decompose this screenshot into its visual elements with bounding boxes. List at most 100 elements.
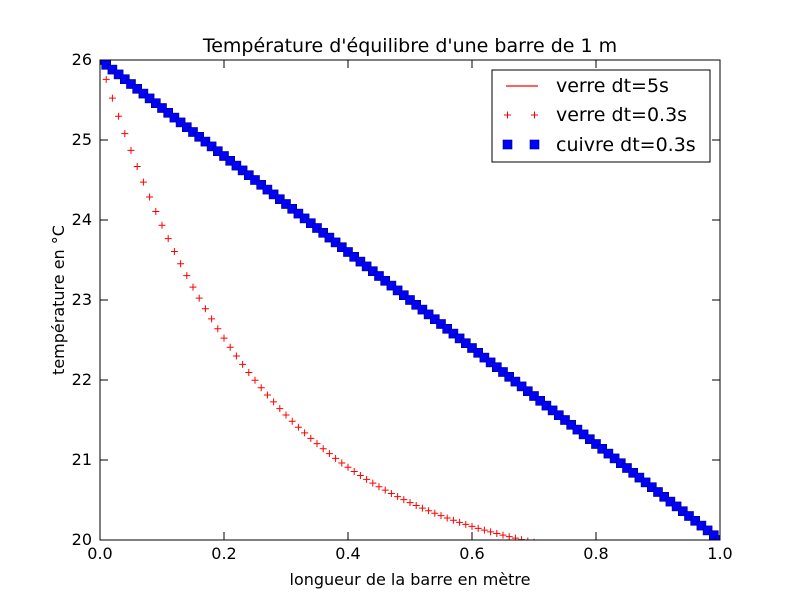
- data-point-plus: [307, 434, 315, 442]
- data-point-plus: [164, 235, 172, 243]
- data-point-square: [299, 213, 310, 224]
- data-point-square: [609, 453, 620, 464]
- data-point-plus: [313, 440, 321, 448]
- y-tick-label: 22: [72, 370, 92, 389]
- data-point-square: [336, 242, 347, 252]
- data-point-plus: [226, 343, 234, 351]
- data-point-plus: [387, 489, 395, 497]
- data-point-plus: [406, 499, 414, 507]
- data-point-plus: [394, 493, 402, 501]
- data-point-plus: [183, 272, 191, 280]
- data-point-plus: [363, 475, 371, 483]
- data-point-plus: [480, 526, 488, 534]
- data-point-square: [274, 194, 285, 204]
- legend-plus-swatch: [504, 111, 538, 119]
- y-axis: 20 21 22 23 24 25 26: [72, 50, 720, 549]
- data-point-plus: [115, 112, 123, 120]
- data-point-square: [225, 156, 235, 166]
- data-point-plus: [493, 530, 501, 538]
- data-point-square: [671, 501, 682, 512]
- data-point-plus: [505, 533, 513, 540]
- data-point-plus: [499, 531, 507, 539]
- data-point-square: [206, 141, 217, 152]
- data-point-square: [547, 405, 558, 416]
- data-point-square: [318, 228, 329, 238]
- data-point-square: [244, 170, 254, 180]
- data-point-plus: [133, 163, 141, 171]
- data-point-square: [312, 223, 322, 233]
- data-point-plus: [102, 75, 110, 83]
- data-point-plus: [381, 486, 389, 494]
- legend-label-cuivre-dt03: cuivre dt=0.3s: [556, 134, 696, 156]
- data-point-plus: [245, 368, 253, 376]
- plot-data-layer: [100, 60, 720, 540]
- data-point-plus: [158, 221, 166, 229]
- data-point-square: [485, 357, 496, 368]
- y-tick-label: 21: [72, 450, 92, 469]
- data-point-square: [504, 371, 515, 382]
- data-point-plus: [294, 423, 302, 431]
- data-point-square: [188, 127, 198, 137]
- y-tick-label: 23: [72, 290, 92, 309]
- data-point-plus: [263, 391, 271, 399]
- data-point-plus: [257, 384, 265, 392]
- data-point-square: [578, 429, 589, 440]
- data-point-square: [305, 218, 316, 228]
- data-point-plus: [201, 305, 209, 313]
- data-point-square: [516, 381, 527, 392]
- data-point-square: [659, 491, 670, 502]
- data-point-square: [696, 520, 707, 531]
- data-point-plus: [139, 178, 147, 186]
- data-point-plus: [527, 537, 529, 540]
- data-point-square: [194, 132, 204, 142]
- data-point-plus: [431, 509, 439, 517]
- y-tick-label: 26: [72, 50, 92, 69]
- data-point-square: [411, 299, 422, 310]
- data-point-square: [126, 79, 136, 89]
- data-point-square: [535, 395, 546, 406]
- data-point-square: [268, 189, 279, 200]
- y-tick-label: 25: [72, 130, 92, 149]
- x-tick-label: 0.2: [211, 544, 236, 563]
- data-point-plus: [443, 514, 451, 522]
- data-point-plus: [189, 283, 197, 291]
- data-point-square: [120, 74, 130, 84]
- data-point-plus: [449, 516, 457, 524]
- data-point-square: [454, 333, 465, 344]
- data-point-square: [715, 535, 720, 540]
- data-point-plus: [456, 518, 464, 526]
- data-point-square: [287, 204, 298, 214]
- data-point-square: [250, 175, 260, 185]
- x-tick-label: 0.6: [459, 544, 484, 563]
- data-point-plus: [232, 352, 240, 360]
- data-point-plus: [350, 468, 358, 476]
- legend-label-verre-dt5: verre dt=5s: [556, 75, 669, 97]
- data-point-plus: [462, 520, 470, 528]
- legend-square-swatch: [502, 139, 540, 150]
- data-point-plus: [208, 315, 216, 323]
- data-point-square: [281, 199, 291, 209]
- x-tick-label: 0.4: [335, 544, 360, 563]
- data-point-square: [256, 180, 267, 190]
- data-point-square: [151, 98, 161, 108]
- data-point-square: [157, 103, 167, 113]
- x-tick-label: 1.0: [707, 544, 732, 563]
- series-2: [100, 60, 720, 540]
- data-point-plus: [301, 429, 309, 437]
- data-point-plus: [474, 524, 482, 532]
- x-axis-label: longueur de la barre en mètre: [290, 570, 531, 589]
- data-point-plus: [425, 507, 433, 515]
- data-point-plus: [177, 260, 185, 268]
- data-point-plus: [400, 496, 408, 504]
- data-point-square: [361, 261, 372, 272]
- data-point-square: [182, 122, 192, 132]
- data-point-square: [597, 443, 608, 454]
- y-tick-label: 20: [72, 530, 92, 549]
- data-point-plus: [214, 325, 222, 333]
- data-point-plus: [412, 501, 420, 509]
- data-point-square: [169, 112, 180, 123]
- data-point-plus: [270, 398, 278, 406]
- legend-label-verre-dt03: verre dt=0.3s: [556, 104, 687, 126]
- data-point-plus: [437, 512, 445, 520]
- data-point-plus: [108, 94, 116, 102]
